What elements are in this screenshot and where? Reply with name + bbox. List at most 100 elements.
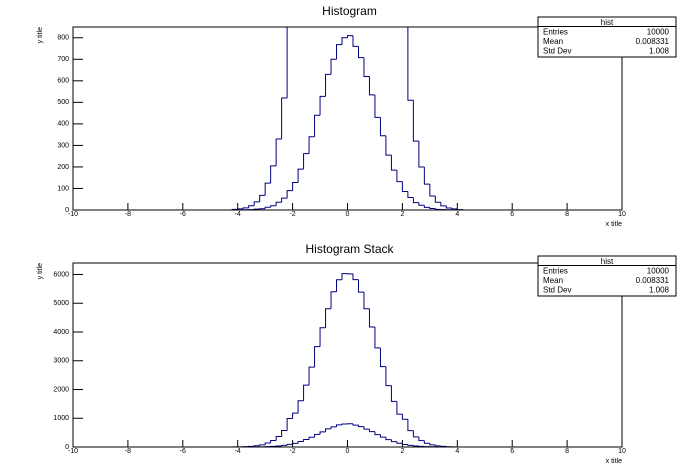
histogram-bin	[385, 437, 392, 441]
histogram-bin	[368, 76, 375, 96]
histogram-bin	[396, 170, 403, 183]
y-tick-label: 4000	[53, 329, 69, 336]
y-tick-label: 200	[57, 164, 69, 171]
stats-label: Std Dev	[543, 285, 571, 294]
x-tick-label: 2	[400, 211, 404, 218]
x-tick-label: 8	[565, 211, 569, 218]
histogram-bin	[275, 201, 282, 206]
histogram-bin	[434, 208, 441, 210]
histogram-bin	[423, 205, 430, 208]
stats-box	[537, 16, 677, 58]
histogram-bin	[308, 136, 315, 154]
y-tick-label: 6000	[53, 271, 69, 278]
histogram-bin	[363, 292, 370, 310]
histogram-bin	[440, 202, 447, 207]
histogram-bin	[264, 206, 271, 209]
histogram-bin	[434, 196, 441, 203]
histogram-bin	[396, 401, 403, 415]
histogram-bin	[390, 155, 397, 171]
x-tick-label: -10	[68, 211, 78, 218]
histogram-bin	[418, 141, 425, 168]
stats-value: 0.008331	[636, 276, 670, 285]
histogram-bin	[264, 442, 271, 445]
y-tick-label: 800	[57, 35, 69, 42]
stats-label: Mean	[543, 37, 563, 46]
x-tick-label: -8	[125, 448, 131, 455]
histogram-bin	[445, 205, 452, 209]
histogram-bin	[292, 412, 299, 419]
x-tick-label: 4	[455, 448, 459, 455]
stats-label: Entries	[543, 27, 568, 36]
histogram-bin	[308, 436, 315, 440]
histogram-bin	[396, 441, 403, 444]
y-tick-label: 3000	[53, 358, 69, 365]
x-tick-label: -2	[289, 448, 295, 455]
histogram-bin	[281, 444, 288, 446]
histogram-bin	[423, 440, 430, 444]
stats-title: hist	[601, 18, 614, 27]
histogram-bin	[336, 44, 343, 60]
histogram-bin	[357, 425, 364, 428]
histogram-bin	[412, 197, 419, 204]
y-tick-label: 1000	[53, 415, 69, 422]
histogram-bin	[286, 443, 293, 446]
histogram-bin	[347, 35, 353, 38]
stats-box	[537, 255, 677, 297]
x-tick-label: -8	[125, 211, 131, 218]
histogram-bin	[390, 385, 397, 402]
histogram-bin	[412, 430, 419, 438]
stats-label: Std Dev	[543, 46, 571, 55]
histogram-bin	[292, 181, 299, 191]
histogram-bin	[308, 366, 315, 386]
stats-value: 1.008	[649, 46, 670, 55]
histogram-bin	[390, 439, 397, 443]
histogram-bin	[297, 441, 304, 444]
histogram-bin	[259, 194, 266, 202]
histogram-bin	[270, 440, 277, 444]
histogram-bin	[275, 435, 282, 441]
histogram-bin	[407, 444, 414, 446]
chart-title: Histogram Stack	[305, 242, 394, 256]
x-tick-label: -4	[235, 448, 241, 455]
histogram-bin	[253, 445, 260, 447]
histogram-bin	[418, 202, 425, 206]
y-tick-label: 5000	[53, 300, 69, 307]
histogram-bin	[407, 191, 414, 199]
histogram-bin	[379, 434, 386, 438]
histogram-bin	[292, 442, 299, 445]
histogram-bin	[429, 184, 436, 197]
histogram-bin	[385, 366, 392, 387]
histogram-bin	[281, 429, 288, 437]
histogram-bin	[325, 308, 332, 328]
y-tick-label: 400	[57, 121, 69, 128]
x-tick-label: 0	[346, 448, 350, 455]
histogram-bin	[341, 37, 348, 45]
y-tick-label: 600	[57, 78, 69, 85]
histogram-bin	[412, 100, 419, 142]
histogram-bin	[281, 197, 288, 203]
histogram-bin	[297, 400, 304, 414]
histogram-bin	[401, 443, 408, 446]
histogram-bin	[379, 117, 386, 137]
histogram-bin	[429, 207, 436, 209]
histogram-bin	[412, 445, 419, 447]
histogram-bin	[440, 445, 447, 447]
histogram-bin	[314, 346, 321, 368]
y-tick-label: 0	[65, 207, 69, 214]
histogram-bin	[423, 166, 430, 185]
y-tick-label: 300	[57, 142, 69, 149]
x-tick-label: 10	[618, 448, 626, 455]
histogram-bin	[374, 326, 381, 349]
histogram-bin	[264, 182, 271, 196]
y-tick-label: 0	[65, 444, 69, 451]
histogram-bin	[357, 279, 364, 293]
histogram-bin	[286, 27, 288, 99]
histogram-bin	[379, 347, 386, 368]
histogram-bin	[319, 431, 326, 435]
histogram-bin	[303, 384, 310, 401]
stats-label: Mean	[543, 276, 563, 285]
histogram-bin	[451, 208, 458, 210]
histogram-bin	[336, 424, 343, 427]
histogram-bin	[357, 46, 364, 59]
stats-value: 1.008	[649, 285, 670, 294]
